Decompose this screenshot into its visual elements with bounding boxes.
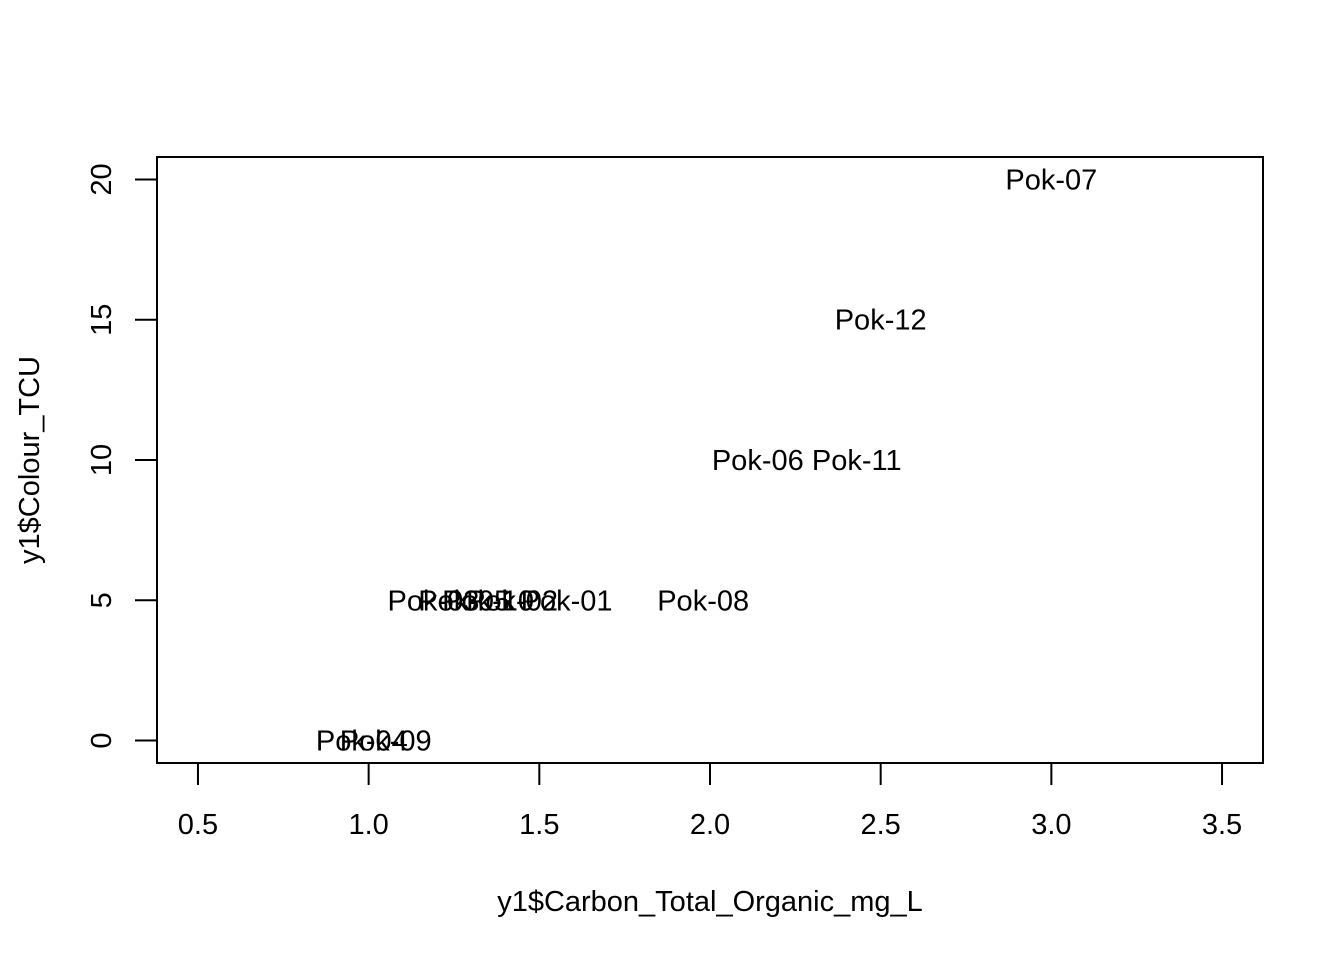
- y-tick-label: 15: [86, 304, 118, 336]
- point-label: Pok-06: [712, 445, 804, 477]
- y-tick-label: 0: [86, 732, 118, 748]
- point-label: Pok-11: [812, 445, 902, 477]
- point-label: Pok-03: [388, 585, 480, 617]
- x-tick-label: 2.5: [861, 809, 901, 841]
- point-label: Pok-09: [340, 726, 432, 758]
- plot-frame: [156, 156, 1264, 764]
- x-tick-label: 0.5: [178, 809, 218, 841]
- y-tick-label: 20: [86, 163, 118, 195]
- point-label: Pok-10: [442, 585, 534, 617]
- x-tick-label: 3.5: [1202, 809, 1242, 841]
- x-axis-label: y1$Carbon_Total_Organic_mg_L: [497, 886, 923, 918]
- point-label: Pok-01: [521, 585, 613, 617]
- point-label: Pok-05: [418, 585, 510, 617]
- point-label: Pok-07: [1005, 164, 1097, 196]
- y-axis: 0 5 10 15 20: [86, 163, 158, 749]
- point-label: Pok-12: [835, 305, 927, 337]
- point-label: Pok-02: [466, 585, 558, 617]
- y-tick-label: 10: [86, 444, 118, 476]
- x-tick-label: 1.5: [519, 809, 559, 841]
- point-label: Pok-04: [316, 726, 408, 758]
- x-tick-label: 1.0: [348, 809, 388, 841]
- point-label: Pok-08: [657, 585, 749, 617]
- y-axis-label: y1$Colour_TCU: [14, 356, 46, 564]
- y-tick-label: 5: [86, 592, 118, 608]
- x-axis: 0.5 1.0 1.5 2.0 2.5 3.0 3.5: [178, 762, 1242, 841]
- x-tick-label: 3.0: [1031, 809, 1071, 841]
- x-tick-label: 2.0: [690, 809, 730, 841]
